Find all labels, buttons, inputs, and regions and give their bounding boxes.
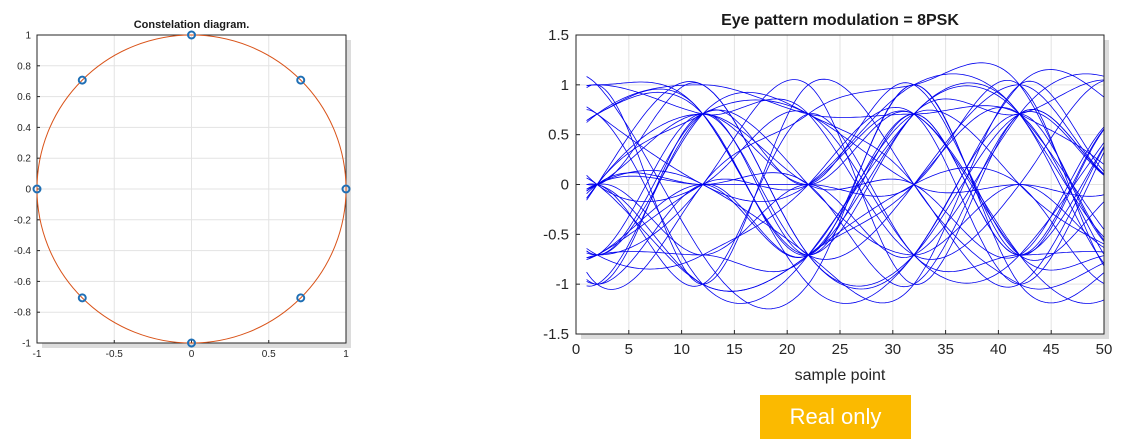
- eye-x-tick-label: 20: [779, 341, 796, 358]
- constellation-point: [187, 30, 196, 40]
- eye-trace: [586, 84, 1104, 260]
- eye-x-tick-label: 10: [673, 341, 690, 358]
- eye-title: Eye pattern modulation = 8PSK: [721, 12, 959, 29]
- eye-y-tick-label: -1: [556, 276, 569, 293]
- eye-trace: [586, 82, 1104, 264]
- constellation-point: [187, 338, 196, 348]
- constellation-x-tick-label: 0: [189, 349, 195, 360]
- eye-y-tick-label: 1: [561, 77, 569, 94]
- eye-trace: [586, 113, 1104, 287]
- constellation-title: Constelation diagram.: [134, 19, 250, 31]
- eye-x-tick-label: 15: [726, 341, 743, 358]
- eye-x-tick-label: 50: [1096, 341, 1113, 358]
- eye-trace: [586, 167, 1104, 292]
- constellation-point: [296, 293, 306, 303]
- eye-trace: [586, 109, 1104, 273]
- eye-y-tick-label: -0.5: [543, 226, 569, 243]
- eye-trace: [586, 99, 1104, 199]
- eye-trace: [586, 80, 1104, 267]
- constellation-unit-circle: [36, 34, 347, 344]
- constellation-chart: -1 -0.5 0 0.5 1 -1 -0.8 -0.6 -0.4 -0.2 0 0.2 0.4 0.6 0…: [14, 19, 351, 360]
- eye-traces: [586, 62, 1104, 310]
- eye-trace: [586, 79, 1104, 285]
- eye-x-tick-label: 40: [990, 341, 1007, 358]
- eye-y-tick-label: -1.5: [543, 326, 569, 343]
- constellation-point: [32, 184, 42, 194]
- eye-trace: [586, 62, 1104, 290]
- constellation-y-tick-label: 0.6: [17, 92, 31, 103]
- constellation-x-tick-label: 0.5: [262, 349, 276, 360]
- eye-x-tick-label: 25: [832, 341, 849, 358]
- eye-trace: [586, 69, 1104, 290]
- eye-x-tick-label: 30: [884, 341, 901, 358]
- real-only-badge: Real only: [760, 395, 911, 439]
- eye-trace: [586, 80, 1104, 260]
- eye-y-tick-label: 1.5: [548, 27, 569, 44]
- constellation-point: [77, 75, 87, 85]
- eye-x-axis-label: sample point: [795, 367, 886, 384]
- constellation-y-tick-label: 1: [25, 31, 31, 42]
- constellation-y-tick-label: 0: [25, 185, 31, 196]
- constellation-y-tick-label: -0.6: [14, 277, 32, 288]
- eye-trace: [586, 106, 1104, 292]
- constellation-x-tick-label: -0.5: [106, 349, 124, 360]
- eye-pattern-chart: 0 5 10 15 20 25 30 35 40 45 50 -1.5 -1 -0.5 0 0.5 1 1.5 Ey…: [543, 12, 1112, 384]
- eye-trace: [586, 76, 1104, 310]
- constellation-y-tick-label: 0.4: [17, 123, 31, 134]
- constellation-y-tick-label: -1: [22, 339, 31, 350]
- eye-x-tick-label: 35: [937, 341, 954, 358]
- constellation-y-tick-label: -0.2: [14, 215, 32, 226]
- constellation-x-tick-label: -1: [33, 349, 42, 360]
- eye-x-tick-label: 45: [1043, 341, 1060, 358]
- eye-x-tick-label: 5: [625, 341, 633, 358]
- constellation-y-tick-label: 0.2: [17, 154, 31, 165]
- eye-trace: [586, 113, 1104, 259]
- constellation-y-tick-label: 0.8: [17, 61, 31, 72]
- constellation-point: [77, 293, 87, 303]
- eye-y-tick-label: 0: [561, 177, 569, 194]
- eye-trace: [586, 79, 1104, 304]
- eye-trace: [586, 78, 1104, 290]
- eye-trace: [586, 91, 1104, 288]
- constellation-y-tick-label: -0.8: [14, 308, 32, 319]
- constellation-x-tick-label: 1: [343, 349, 349, 360]
- constellation-point: [296, 75, 306, 85]
- constellation-y-tick-label: -0.4: [14, 246, 32, 257]
- constellation-point: [341, 184, 351, 194]
- eye-y-tick-label: 0.5: [548, 127, 569, 144]
- eye-x-tick-label: 0: [572, 341, 580, 358]
